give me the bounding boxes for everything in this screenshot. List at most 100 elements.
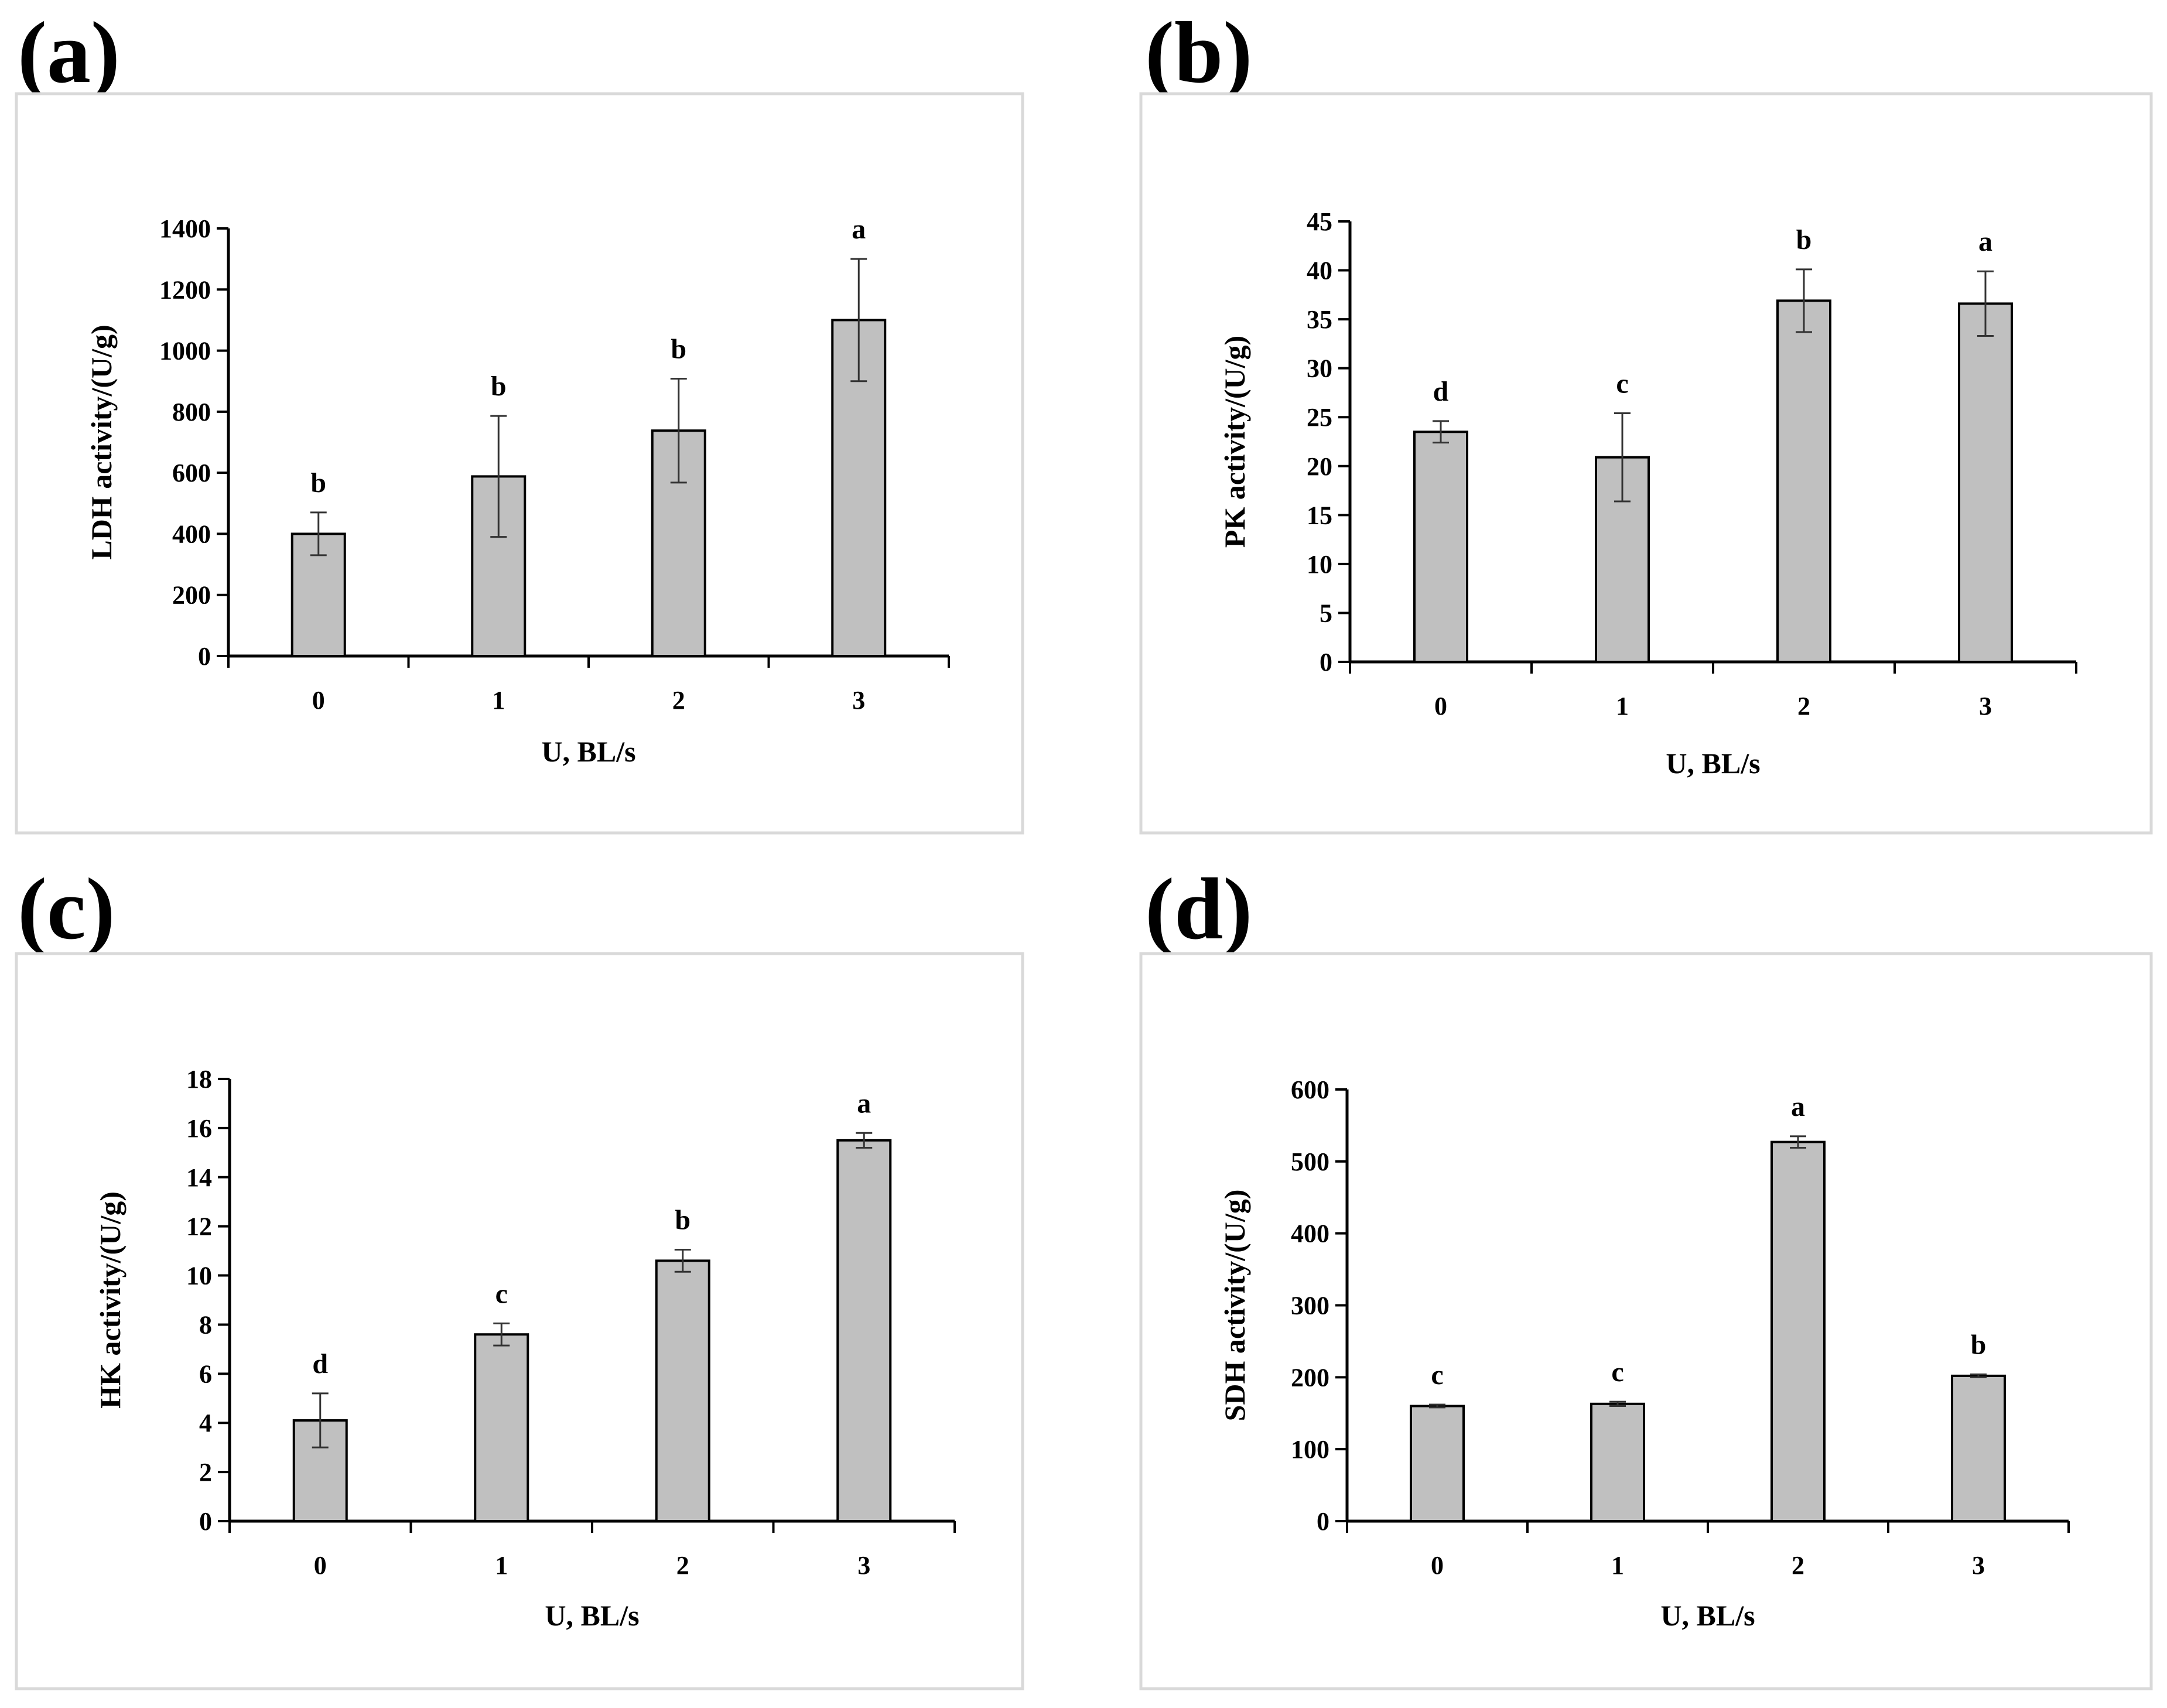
panel-c: (c) 0 2 4 6 8 10 12 14 16 18 d 0 c 1 b 2 a 3 U, BL/s HK act… (15, 860, 1024, 1690)
x-tick-label-b-1: 1 (1616, 692, 1629, 720)
y-tick-label-a: 1400 (159, 214, 211, 243)
y-tick-label-c: 6 (199, 1359, 212, 1388)
panel-label-a: (a) (18, 4, 120, 101)
y-tick-label-b: 25 (1307, 403, 1332, 432)
y-tick-label-d: 300 (1291, 1292, 1329, 1320)
significance-label-d-2: a (1791, 1091, 1805, 1122)
y-tick-label-b: 0 (1320, 648, 1332, 677)
y-tick-label-b: 20 (1307, 452, 1332, 481)
x-tick-label-a-1: 1 (492, 686, 505, 715)
significance-label-b-1: c (1616, 368, 1628, 399)
panel-label-b: (b) (1145, 4, 1252, 101)
significance-label-d-1: c (1611, 1357, 1623, 1388)
y-axis-label-b: PK activity/(U/g) (1218, 336, 1251, 548)
bar-d-1 (1590, 1402, 1645, 1523)
significance-label-b-0: d (1433, 376, 1449, 407)
y-tick-label-b: 10 (1307, 550, 1332, 579)
x-tick-label-a-0: 0 (312, 686, 325, 715)
panel-label-d: (d) (1145, 860, 1252, 958)
y-tick-label-c: 4 (199, 1409, 212, 1437)
y-tick-label-a: 1000 (159, 337, 211, 365)
significance-label-c-3: a (857, 1088, 871, 1119)
significance-label-b-3: a (1978, 226, 1992, 257)
y-tick-label-d: 200 (1291, 1363, 1329, 1392)
chart-c: 0 2 4 6 8 10 12 14 16 18 d 0 c 1 b 2 a 3 U, BL/s HK activit… (94, 1065, 956, 1632)
y-tick-label-a: 600 (172, 459, 211, 487)
bar-c-2 (655, 1259, 710, 1523)
x-axis-label-c: U, BL/s (545, 1599, 639, 1632)
y-tick-label-d: 400 (1291, 1219, 1329, 1248)
chart-a: 0 200 400 600 800 1000 1200 1400 b 0 b 1 b 2 a 3 U, BL/s… (85, 214, 950, 768)
x-tick-label-b-0: 0 (1434, 692, 1447, 720)
panel-frame-d (1139, 952, 2153, 1690)
y-tick-label-d: 500 (1291, 1147, 1329, 1176)
x-tick-label-d-1: 1 (1611, 1551, 1624, 1580)
bar-b-2 (1776, 299, 1831, 663)
y-tick-label-d: 0 (1317, 1507, 1329, 1536)
significance-label-d-0: c (1431, 1359, 1443, 1391)
significance-label-c-2: b (675, 1205, 691, 1236)
panel-a: (a) 0 200 400 600 800 1000 1200 1400 b 0 b 1 b 2 a 3 U, … (15, 4, 1024, 835)
y-axis-label-a: LDH activity/(U/g) (85, 324, 118, 559)
y-tick-label-a: 400 (172, 520, 211, 548)
significance-label-a-3: a (852, 214, 866, 245)
y-tick-label-b: 30 (1307, 354, 1332, 383)
significance-label-c-1: c (495, 1278, 508, 1309)
y-tick-label-c: 16 (186, 1114, 212, 1143)
panel-d: (d) 0 100 200 300 400 500 600 c 0 c 1 a 2 b 3 U, BL/s SD… (1139, 860, 2153, 1690)
y-tick-label-d: 100 (1291, 1435, 1329, 1464)
significance-label-b-2: b (1796, 224, 1812, 255)
significance-label-a-2: b (671, 334, 686, 365)
x-tick-label-c-3: 3 (857, 1551, 870, 1580)
x-axis-label-d: U, BL/s (1660, 1599, 1755, 1632)
significance-label-c-0: d (312, 1348, 328, 1379)
y-tick-label-c: 12 (186, 1212, 212, 1241)
y-tick-label-b: 45 (1307, 207, 1332, 236)
bar-b-3 (1958, 302, 2013, 663)
y-tick-label-c: 0 (199, 1507, 212, 1536)
y-tick-label-c: 8 (199, 1310, 212, 1339)
significance-label-d-3: b (1971, 1329, 1987, 1360)
y-tick-label-b: 5 (1320, 599, 1332, 627)
y-tick-label-d: 600 (1291, 1075, 1329, 1104)
y-tick-label-c: 10 (186, 1262, 212, 1290)
bar-c-3 (836, 1139, 892, 1522)
y-tick-label-b: 15 (1307, 501, 1332, 530)
significance-label-a-1: b (491, 371, 507, 402)
y-tick-label-a: 800 (172, 398, 211, 426)
y-tick-label-a: 1200 (159, 275, 211, 304)
y-tick-label-a: 0 (198, 642, 211, 671)
x-tick-label-c-0: 0 (314, 1551, 327, 1580)
significance-label-a-0: b (310, 467, 326, 498)
chart-d: 0 100 200 300 400 500 600 c 0 c 1 a 2 b 3 U, BL/s SDH ac… (1218, 1075, 2070, 1632)
y-tick-label-c: 14 (186, 1163, 212, 1192)
bar-a-1 (471, 475, 527, 658)
bar-b-1 (1595, 456, 1650, 663)
chart-b: 0 5 10 15 20 25 30 35 40 45 d 0 c 1 b 2 a 3 U, BL/s PK acti… (1218, 207, 2077, 780)
bar-b-0 (1413, 431, 1468, 663)
x-tick-label-c-2: 2 (676, 1551, 689, 1580)
y-tick-label-c: 2 (199, 1458, 212, 1487)
panel-label-c: (c) (18, 860, 115, 958)
bar-c-1 (474, 1333, 529, 1522)
x-tick-label-a-3: 3 (852, 686, 865, 715)
x-tick-label-d-3: 3 (1972, 1551, 1985, 1580)
y-tick-label-c: 18 (186, 1065, 212, 1094)
y-tick-label-b: 35 (1307, 305, 1332, 334)
bar-d-2 (1770, 1140, 1826, 1522)
x-axis-label-a: U, BL/s (541, 735, 635, 768)
x-tick-label-b-2: 2 (1797, 692, 1810, 720)
x-tick-label-c-1: 1 (495, 1551, 508, 1580)
x-tick-label-a-2: 2 (672, 686, 685, 715)
x-tick-label-d-0: 0 (1431, 1551, 1444, 1580)
y-tick-label-a: 200 (172, 581, 211, 610)
y-axis-label-c: HK activity/(U/g) (94, 1191, 127, 1409)
x-axis-label-b: U, BL/s (1666, 747, 1760, 780)
panel-b: (b) 0 5 10 15 20 25 30 35 40 45 d 0 c 1 b 2 a 3 U, BL/s PK … (1139, 4, 2153, 835)
x-tick-label-d-2: 2 (1792, 1551, 1804, 1580)
y-axis-label-d: SDH activity/(U/g) (1218, 1190, 1251, 1422)
bar-d-3 (1951, 1374, 2006, 1523)
y-tick-label-b: 40 (1307, 257, 1332, 285)
bar-d-0 (1410, 1405, 1465, 1522)
